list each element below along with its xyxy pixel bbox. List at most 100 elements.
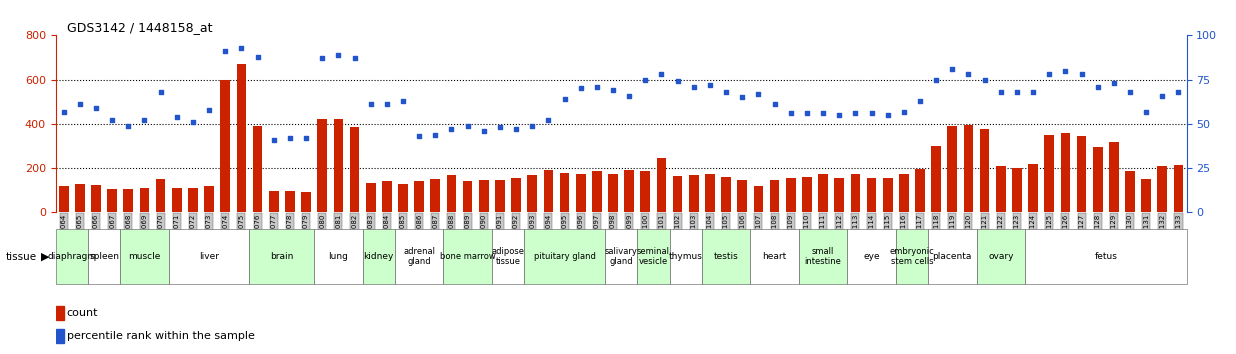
FancyBboxPatch shape (362, 229, 396, 284)
Point (700, 82, 719, 88)
Point (409, 133, 429, 139)
FancyBboxPatch shape (524, 229, 604, 284)
Bar (382, 181, 392, 212)
Point (119, 123, 138, 129)
Point (425, 132, 445, 137)
Bar (1028, 164, 1038, 212)
Point (555, 96, 575, 102)
Point (1136, 109, 1156, 114)
Point (926, 77, 946, 82)
Text: count: count (67, 308, 98, 318)
Point (1168, 89, 1188, 95)
Bar (866, 178, 876, 212)
Text: seminal
vesicle: seminal vesicle (637, 247, 670, 266)
Point (281, 135, 300, 141)
Point (1152, 93, 1172, 98)
Point (845, 110, 865, 116)
Point (716, 89, 735, 95)
FancyBboxPatch shape (928, 229, 976, 284)
Point (975, 77, 995, 82)
Point (667, 79, 687, 84)
FancyBboxPatch shape (56, 229, 88, 284)
Bar (948, 126, 957, 212)
Point (473, 128, 493, 134)
Point (1056, 68, 1075, 74)
Text: tissue: tissue (6, 252, 37, 262)
Point (135, 118, 154, 123)
FancyBboxPatch shape (702, 229, 750, 284)
Bar (899, 174, 908, 212)
Bar (656, 158, 666, 212)
Bar (1044, 135, 1054, 212)
Point (507, 126, 527, 132)
Bar (1012, 168, 1022, 212)
Bar (640, 171, 650, 212)
Text: ovary: ovary (988, 252, 1014, 261)
Point (489, 125, 509, 130)
Bar (754, 186, 764, 212)
Bar (398, 184, 408, 212)
Point (910, 98, 929, 104)
Point (199, 107, 219, 113)
Point (571, 86, 591, 91)
FancyBboxPatch shape (1025, 229, 1187, 284)
FancyBboxPatch shape (169, 229, 250, 284)
FancyBboxPatch shape (88, 229, 120, 284)
Text: testis: testis (713, 252, 738, 261)
Bar (252, 126, 262, 212)
FancyBboxPatch shape (638, 229, 670, 284)
Text: fetus: fetus (1094, 252, 1117, 261)
Point (894, 109, 913, 114)
Bar (334, 120, 344, 212)
Bar (1125, 171, 1135, 212)
Bar (59, 186, 68, 212)
Bar (1060, 133, 1070, 212)
Bar (883, 178, 892, 212)
Point (991, 89, 1011, 95)
Point (151, 89, 171, 95)
Bar (269, 192, 278, 212)
Bar (915, 169, 925, 212)
Point (733, 95, 753, 100)
Bar (446, 175, 456, 212)
Text: liver: liver (199, 252, 219, 261)
Point (297, 135, 316, 141)
FancyBboxPatch shape (750, 229, 798, 284)
Text: adipose
tissue: adipose tissue (492, 247, 524, 266)
Bar (302, 193, 311, 212)
Text: kidney: kidney (363, 252, 394, 261)
Point (684, 84, 703, 90)
Point (587, 84, 607, 90)
Point (797, 110, 817, 116)
Bar (786, 178, 796, 212)
Bar (478, 180, 488, 212)
Point (523, 123, 543, 129)
FancyBboxPatch shape (670, 229, 702, 284)
Point (345, 56, 365, 61)
Bar (204, 186, 214, 212)
Bar (738, 180, 747, 212)
Point (861, 110, 881, 116)
Text: lung: lung (329, 252, 349, 261)
Bar (124, 189, 133, 212)
Point (781, 110, 801, 116)
Point (215, 48, 235, 54)
FancyBboxPatch shape (896, 229, 928, 284)
Point (441, 126, 461, 132)
Text: thymus: thymus (669, 252, 702, 261)
FancyBboxPatch shape (604, 229, 638, 284)
Bar (931, 146, 941, 212)
Bar (108, 189, 117, 212)
FancyBboxPatch shape (492, 229, 524, 284)
Point (942, 66, 962, 72)
Bar (980, 130, 990, 212)
Point (1104, 80, 1124, 86)
Bar (286, 192, 294, 212)
Point (361, 102, 381, 107)
Bar (188, 188, 198, 212)
Text: GDS3142 / 1448158_at: GDS3142 / 1448158_at (67, 21, 213, 34)
Text: diaphragm: diaphragm (47, 252, 96, 261)
Text: bone marrow: bone marrow (440, 252, 496, 261)
Point (103, 118, 122, 123)
Text: embryonic
stem cells: embryonic stem cells (890, 247, 934, 266)
